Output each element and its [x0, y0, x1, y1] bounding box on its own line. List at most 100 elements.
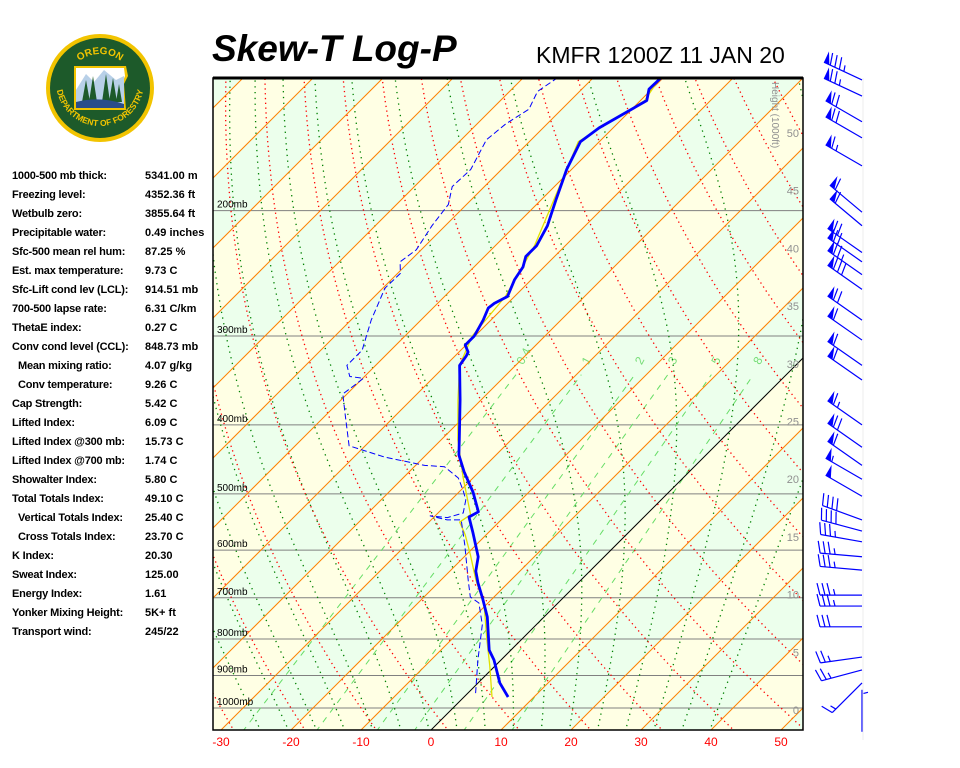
stat-row: Wetbulb zero: 3855.64 ft: [12, 206, 212, 225]
wind-barb: [817, 554, 863, 571]
wind-barb-staff: [821, 519, 863, 532]
isobar-label: 300mb: [217, 325, 248, 336]
stat-row: Sfc-Lift cond lev (LCL): 914.51 mb: [12, 282, 212, 301]
wind-barb: [825, 447, 863, 480]
isotherm: [570, 497, 803, 730]
wind-barb-full: [831, 92, 836, 105]
wind-barb: [816, 614, 862, 628]
wind-barb-half: [827, 655, 831, 662]
wind-barb-pennant: [823, 51, 830, 65]
wind-barb-full: [826, 593, 831, 607]
stat-label: Showalter Index:: [12, 474, 97, 486]
wind-barb: [827, 346, 863, 381]
stat-value: 3855.64 ft: [145, 208, 196, 220]
wind-barb-pennant: [829, 189, 838, 203]
dry-adiabat: [459, 78, 803, 666]
wind-barb-full: [835, 94, 840, 107]
wind-barb-pennant: [827, 306, 835, 320]
wind-barb-full: [834, 71, 838, 84]
stat-value: 25.40 C: [145, 512, 184, 524]
axis-labels: 1000mb 900mb 800mb 700mb 600mb 500mb 400mb 300m…: [212, 82, 799, 749]
wind-barb-full: [826, 582, 831, 596]
stat-value: 6.09 C: [145, 417, 178, 429]
isotherm: [220, 147, 803, 730]
temperature-band: [849, 65, 960, 731]
height-tick-label: 30: [787, 359, 799, 371]
temperature-band: [781, 708, 803, 730]
wind-barb-full: [832, 242, 839, 255]
wind-barb-staff: [820, 533, 863, 543]
stat-label: Freezing level:: [12, 189, 86, 201]
stat-row: 700-500 lapse rate: 6.31 C/km: [12, 301, 212, 320]
height-tick-label: 10: [787, 590, 799, 602]
wind-barb-full: [816, 582, 821, 596]
wind-barb-staff: [825, 116, 863, 139]
wind-barb: [827, 331, 863, 366]
stat-label: Vertical Totals Index:: [18, 512, 123, 524]
wind-barb: [817, 540, 863, 558]
mixing-ratio-line: [316, 374, 582, 730]
wind-barb-full: [814, 669, 822, 682]
wind-barb-full: [836, 232, 843, 245]
wind-barb: [825, 106, 863, 139]
stat-value: 0.49 inches: [145, 227, 205, 239]
dewpoint-profile: [342, 78, 558, 694]
wind-barb-half: [833, 561, 836, 568]
height-tick-label: 25: [787, 417, 799, 429]
wind-barb-full: [832, 229, 839, 242]
wind-barb: [819, 522, 863, 543]
stat-value: 5K+ ft: [145, 607, 176, 619]
isotherm: [213, 78, 314, 179]
isotherm: [0, 65, 186, 731]
wind-barb-staff: [827, 355, 863, 381]
isotherm: [849, 65, 960, 731]
isotherm: [640, 567, 803, 730]
wind-barb: [827, 306, 863, 341]
dry-adiabat: [890, 78, 960, 732]
stat-row: K Index: 20.30: [12, 548, 212, 567]
wind-barb-staff: [820, 552, 863, 558]
stat-row: Cross Totals Index: 23.70 C: [12, 529, 212, 548]
chart-title: Skew-T Log-P: [212, 28, 457, 69]
wind-barb-staff: [829, 198, 863, 227]
isobar-label: 200mb: [217, 200, 248, 211]
stat-value: 245/22: [145, 626, 179, 638]
wind-barb: [827, 227, 863, 263]
temperature-profile: [457, 78, 663, 698]
wind-barb-full: [821, 493, 825, 506]
wind-barb: [829, 189, 863, 227]
wind-barb-pennant: [827, 346, 835, 360]
wind-barb: [823, 67, 863, 97]
wind-barb-full: [834, 55, 838, 68]
wind-barb-full: [829, 68, 834, 82]
stat-row: Lifted Index: 6.09 C: [12, 415, 212, 434]
wind-barb-full: [836, 291, 843, 304]
wind-barb-pennant: [827, 390, 835, 405]
wind-barb-staff: [822, 504, 863, 521]
wind-barb-half: [831, 455, 834, 462]
isotherms: [0, 65, 960, 731]
stat-value: 5.42 C: [145, 398, 178, 410]
logo-top-text: OREGON: [75, 46, 125, 64]
wind-barb: [825, 134, 863, 167]
wind-barb: [825, 90, 863, 123]
temperature-tick-label: 30: [634, 735, 648, 749]
stat-value: 1.61: [145, 588, 167, 600]
isotherm: [780, 707, 803, 730]
wind-barb-staff: [821, 669, 863, 682]
temperature-tick-label: -30: [212, 735, 230, 749]
wind-barb: [820, 507, 863, 532]
height-tick-label: 0: [793, 705, 799, 717]
wind-barb-full: [840, 263, 847, 276]
wind-barb-pennant: [827, 431, 835, 445]
stat-row: Mean mixing ratio: 4.07 g/kg: [12, 358, 212, 377]
temperature-tick-label: -10: [352, 735, 370, 749]
mixing-ratio-line: [414, 374, 669, 730]
stat-label: Conv temperature:: [18, 379, 113, 391]
stat-row: Freezing level: 4352.36 ft: [12, 187, 212, 206]
wind-barb-full: [821, 582, 826, 596]
dry-adiabat: [52, 78, 163, 732]
isobar-label: 800mb: [217, 628, 248, 639]
wind-barb-pennant: [827, 255, 835, 269]
height-tick-label: 45: [787, 186, 799, 198]
